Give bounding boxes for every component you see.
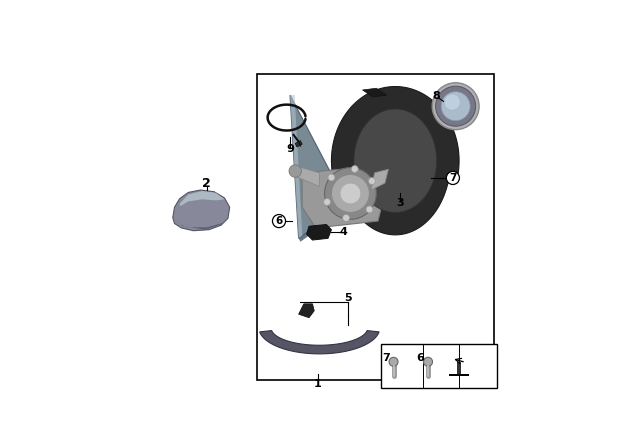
Text: 4: 4 [340, 227, 348, 237]
Text: 8: 8 [432, 91, 440, 101]
Text: 1: 1 [314, 379, 321, 389]
Circle shape [289, 165, 301, 177]
Text: 5: 5 [344, 293, 352, 303]
Circle shape [342, 215, 349, 221]
Circle shape [366, 206, 373, 213]
Text: 6: 6 [417, 353, 424, 363]
Circle shape [441, 92, 470, 121]
Circle shape [389, 358, 398, 366]
Polygon shape [299, 204, 347, 242]
Text: 9: 9 [286, 144, 294, 154]
Polygon shape [290, 95, 303, 238]
FancyBboxPatch shape [257, 74, 493, 380]
Polygon shape [302, 166, 385, 228]
Circle shape [445, 95, 460, 110]
Circle shape [340, 183, 361, 204]
Text: 7: 7 [449, 173, 456, 183]
Polygon shape [307, 224, 332, 240]
Polygon shape [351, 99, 369, 107]
Polygon shape [449, 374, 468, 376]
FancyBboxPatch shape [381, 344, 497, 388]
Polygon shape [299, 304, 314, 318]
Circle shape [436, 86, 476, 126]
Text: 3: 3 [397, 198, 404, 208]
Polygon shape [371, 169, 388, 190]
Circle shape [332, 174, 369, 212]
Polygon shape [295, 141, 302, 147]
Circle shape [273, 215, 285, 228]
Polygon shape [362, 88, 387, 97]
Polygon shape [354, 109, 436, 212]
Circle shape [328, 174, 335, 181]
Polygon shape [173, 190, 230, 231]
Polygon shape [295, 166, 319, 186]
Circle shape [369, 177, 376, 185]
Polygon shape [290, 95, 347, 238]
Polygon shape [458, 362, 461, 374]
Text: 2: 2 [202, 177, 211, 190]
Polygon shape [260, 331, 379, 354]
Polygon shape [180, 191, 225, 206]
Circle shape [324, 198, 330, 206]
Polygon shape [176, 218, 228, 230]
Polygon shape [332, 86, 459, 235]
Circle shape [446, 172, 460, 185]
Circle shape [432, 83, 479, 129]
Text: 7: 7 [382, 353, 390, 363]
Circle shape [351, 166, 358, 172]
Circle shape [324, 168, 376, 220]
Circle shape [424, 358, 433, 366]
Text: 6: 6 [275, 216, 283, 226]
